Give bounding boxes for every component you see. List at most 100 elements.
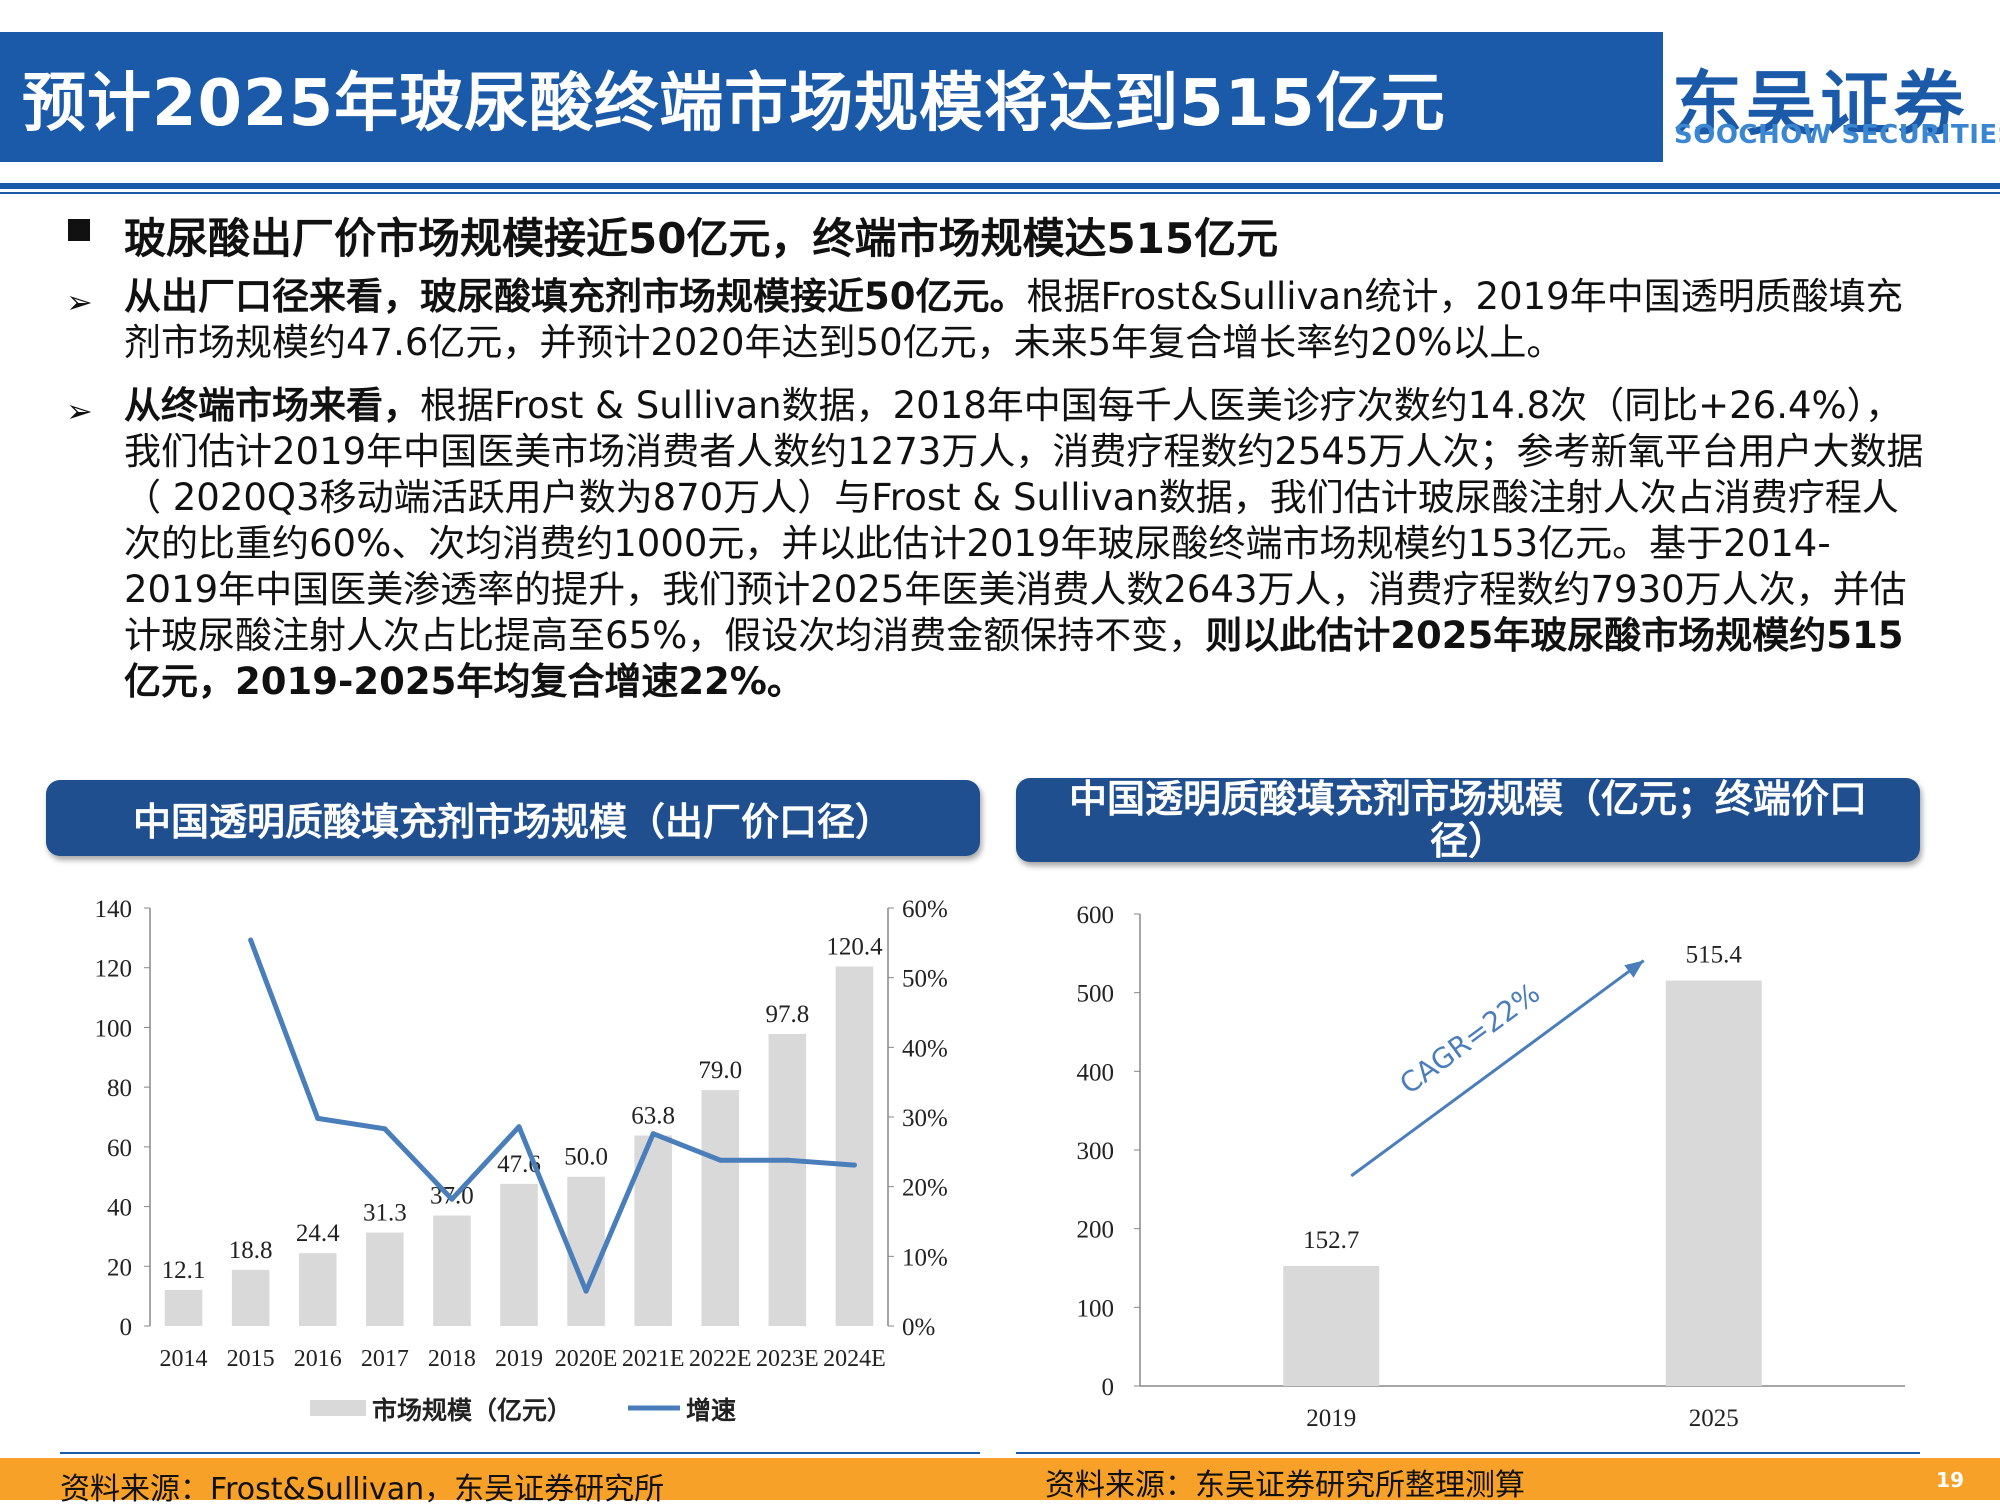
y-tick-label: 100 <box>1077 1295 1115 1322</box>
y2-tick-label: 10% <box>902 1244 948 1271</box>
bar-value-label: 120.4 <box>826 934 883 961</box>
arrow-bullet-icon: ➢ <box>66 392 93 430</box>
arrow-bullet-icon: ➢ <box>66 283 93 321</box>
bar-value-label: 515.4 <box>1686 942 1743 969</box>
y-tick-label: 80 <box>107 1075 132 1102</box>
y2-tick-label: 60% <box>902 896 948 923</box>
y-tick-label: 120 <box>95 956 133 983</box>
legend-bar-label: 市场规模（亿元） <box>372 1396 572 1425</box>
chart-1-factory-price-market: 0 20 40 60 80 100 120 140 0% 10% 20% 30% 40% 50% 60% 12… <box>95 896 948 1425</box>
y2-tick-label: 50% <box>902 966 948 993</box>
bar-2017 <box>366 1232 404 1326</box>
bar-value-label: 63.8 <box>631 1103 675 1130</box>
y-tick-label: 60 <box>107 1135 132 1162</box>
logo-english: SOOCHOW SECURITIES <box>1674 120 2000 150</box>
bar-2018 <box>433 1215 471 1326</box>
bar-2020E <box>567 1176 605 1326</box>
cagr-arrow-head <box>1624 960 1644 978</box>
x-tick-label: 2020E <box>555 1346 618 1372</box>
cagr-arrow-line <box>1350 959 1645 1178</box>
y-tick-label: 100 <box>95 1015 133 1042</box>
bar-value-label: 12.1 <box>162 1257 206 1284</box>
logo-chinese: 东吴证券 <box>1672 63 1968 145</box>
bar-2022E <box>701 1090 740 1326</box>
chart-1-header-text: 中国透明质酸填充剂市场规模（出厂价口径） <box>132 799 893 844</box>
x-tick-label: 2017 <box>361 1346 409 1372</box>
growth-point-2016 <box>315 1115 321 1121</box>
x-tick-label: 2023E <box>756 1346 819 1372</box>
chart-2-header-text: 中国透明质酸填充剂市场规模（亿元；终端价口径） <box>1068 777 1867 863</box>
growth-point-2023E <box>784 1157 790 1163</box>
bullet-paragraph-1: 从出厂口径来看，玻尿酸填充剂市场规模接近50亿元。根据Frost&Sulliva… <box>124 274 1924 366</box>
bar-2014 <box>164 1289 203 1326</box>
bar-value-label: 31.3 <box>363 1200 407 1227</box>
bar-value-label: 97.8 <box>765 1001 809 1028</box>
y-tick-label: 600 <box>1077 902 1115 929</box>
legend-line-label: 增速 <box>686 1396 736 1425</box>
y-tick-label: 0 <box>1102 1374 1115 1401</box>
y-tick-label: 400 <box>1077 1059 1115 1086</box>
growth-point-2015 <box>248 937 254 943</box>
x-tick-label: 2018 <box>428 1346 476 1372</box>
legend-bar-swatch <box>310 1400 366 1416</box>
x-tick-label: 2022E <box>689 1346 752 1372</box>
chart-2-source: 资料来源：东吴证券研究所整理测算 <box>1045 1468 1525 1503</box>
bullet-1-lead: 从出厂口径来看，玻尿酸填充剂市场规模接近50亿元。 <box>124 275 1027 318</box>
bar-value-label: 18.8 <box>229 1237 273 1264</box>
x-tick-label: 2019 <box>495 1346 543 1372</box>
x-tick-label: 2019 <box>1306 1405 1356 1432</box>
growth-point-2020E <box>583 1288 589 1294</box>
growth-point-2022E <box>717 1157 723 1163</box>
section-heading: 玻尿酸出厂价市场规模接近50亿元，终端市场规模达515亿元 <box>124 214 1279 263</box>
y-tick-label: 0 <box>120 1314 133 1341</box>
bar-value-label: 50.0 <box>564 1144 608 1171</box>
square-bullet-icon <box>68 219 90 241</box>
y2-tick-label: 0% <box>902 1314 935 1341</box>
bullet-paragraph-2: 从终端市场来看，根据Frost & Sullivan数据，2018年中国每千人医… <box>124 383 1924 705</box>
cagr-annotation: CAGR=22% <box>1394 976 1546 1100</box>
bar-2016 <box>298 1253 337 1326</box>
y-tick-label: 200 <box>1077 1217 1115 1244</box>
chart-2-terminal-market: 0 100 200 300 400 500 600 152.7 2019 515.4 2025 CAG… <box>1077 902 1905 1432</box>
header-divider <box>0 183 2000 189</box>
bar-value-label: 79.0 <box>698 1057 742 1084</box>
growth-point-2019 <box>516 1124 522 1130</box>
x-tick-label: 2014 <box>160 1346 208 1372</box>
bullet-2-body: 根据Frost & Sullivan数据，2018年中国每千人医美诊疗次数约14… <box>124 384 1924 657</box>
y-tick-label: 40 <box>107 1195 132 1222</box>
y2-tick-label: 30% <box>902 1105 948 1132</box>
header-divider-thin <box>0 192 2000 194</box>
bar-2015 <box>231 1269 270 1326</box>
bullet-2-conclusion: 则以此估计2025年玻尿酸市场规模约515亿元，2019-2025年均复合增速2… <box>124 614 1904 703</box>
y-tick-label: 20 <box>107 1254 132 1281</box>
bar-2024E <box>835 966 874 1326</box>
y2-tick-label: 20% <box>902 1175 948 1202</box>
bar-2025 <box>1665 980 1762 1386</box>
bar-2023E <box>768 1033 807 1326</box>
x-tick-label: 2024E <box>823 1346 886 1372</box>
y-tick-label: 300 <box>1077 1138 1115 1165</box>
page-title: 预计2025年玻尿酸终端市场规模将达到515亿元 <box>22 67 1446 141</box>
bar-value-label: 152.7 <box>1303 1227 1359 1254</box>
x-tick-label: 2025 <box>1689 1405 1739 1432</box>
growth-point-2017 <box>382 1126 388 1132</box>
source-divider-left <box>60 1452 980 1454</box>
y2-tick-label: 40% <box>902 1035 948 1062</box>
bullet-1-body: 根据Frost&Sullivan统计，2019年中国透明质酸填充剂市场规模约47… <box>124 275 1903 364</box>
x-tick-label: 2021E <box>622 1346 685 1372</box>
source-divider-right <box>1016 1452 1920 1454</box>
chart-1-header: 中国透明质酸填充剂市场规模（出厂价口径） <box>46 780 980 856</box>
y-tick-label: 500 <box>1077 981 1115 1008</box>
chart-2-header: 中国透明质酸填充剂市场规模（亿元；终端价口径） <box>1016 778 1920 862</box>
bullet-2-lead: 从终端市场来看， <box>124 384 420 427</box>
bar-2019 <box>500 1183 538 1326</box>
chart-1-source: 资料来源：Frost&Sullivan，东吴证券研究所 <box>60 1472 665 1507</box>
x-tick-label: 2015 <box>227 1346 275 1372</box>
page-number: 19 <box>1936 1468 1964 1492</box>
bar-2019 <box>1283 1265 1380 1386</box>
growth-point-2018 <box>449 1196 455 1202</box>
x-tick-label: 2016 <box>294 1346 342 1372</box>
footer-bar <box>0 1458 2000 1500</box>
title-bar <box>0 32 1663 162</box>
growth-rate-line <box>248 939 855 1294</box>
